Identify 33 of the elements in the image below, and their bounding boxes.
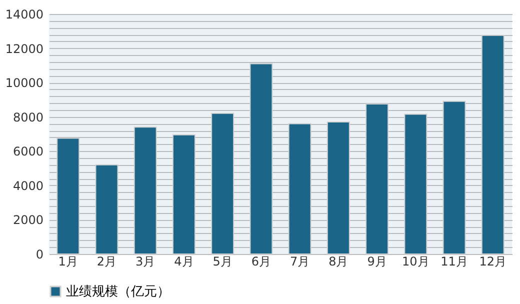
bar: [211, 112, 234, 254]
y-tick-label: 0: [36, 248, 44, 262]
x-tick-label: 7月: [290, 254, 310, 268]
x-tick-label: 8月: [328, 254, 348, 268]
bar: [326, 122, 350, 254]
x-tick-label: 3月: [136, 254, 156, 268]
x-tick-label: 9月: [367, 254, 387, 268]
y-tick-label: 6000: [12, 144, 44, 159]
bar: [404, 114, 428, 254]
bar: [442, 100, 466, 254]
y-tick-label: 4000: [12, 178, 44, 193]
y-tick-label: 14000: [5, 8, 44, 22]
bar: [481, 34, 504, 254]
bar: [56, 138, 80, 254]
bar: [250, 63, 273, 254]
x-tick-label: 4月: [174, 254, 194, 268]
bar: [134, 126, 157, 254]
x-tick-label: 6月: [251, 254, 272, 268]
bar: [172, 134, 196, 254]
x-tick-label: 5月: [212, 254, 232, 268]
bar: [95, 164, 118, 254]
y-tick-label: 10000: [5, 76, 44, 90]
x-tick-label: 1月: [58, 254, 78, 268]
y-tick-label: 2000: [12, 213, 44, 228]
x-tick-label: 10月: [402, 254, 430, 268]
bar: [288, 123, 312, 254]
legend-label: 业绩规模（亿元）: [66, 284, 170, 300]
x-tick-label: 12月: [479, 254, 507, 268]
x-tick-label: 2月: [96, 254, 117, 268]
y-tick-label: 12000: [5, 42, 44, 56]
bar: [366, 104, 389, 254]
x-tick-label: 11月: [440, 254, 468, 268]
y-tick-label: 8000: [12, 110, 44, 124]
